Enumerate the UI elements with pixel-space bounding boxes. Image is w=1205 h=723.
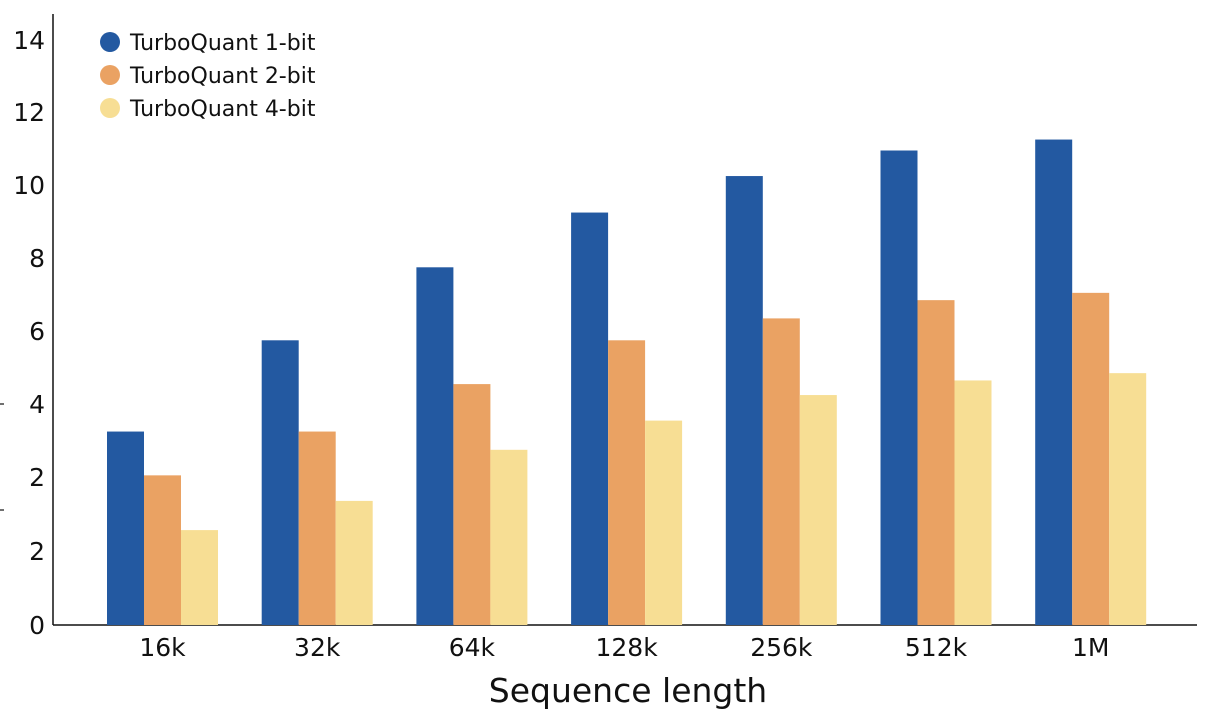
y-tick-label: 10 [13, 171, 45, 200]
legend-label: TurboQuant 4-bit [129, 97, 316, 122]
bar-16k-turboquant-2-bit [144, 475, 181, 625]
bar-64k-turboquant-2-bit [453, 384, 491, 625]
bar-512k-turboquant-1-bit [880, 150, 918, 625]
bar-1M-turboquant-1-bit [1035, 139, 1073, 626]
x-tick-label: 256k [750, 633, 813, 662]
bar-256k-turboquant-2-bit [762, 318, 800, 625]
x-axis-ticks: 16k 32k 64k 128k 256k 512k 1M [139, 633, 1109, 662]
y-tick-label: 6 [29, 317, 45, 346]
bar-32k-turboquant-4-bit [335, 500, 373, 625]
y-tick-label: 8 [29, 244, 45, 273]
x-tick-label: 32k [294, 633, 341, 662]
bar-512k-turboquant-4-bit [954, 380, 992, 625]
x-axis-title: Sequence length [489, 671, 767, 710]
bar-32k-turboquant-1-bit [261, 340, 299, 625]
bar-16k-turboquant-4-bit [181, 530, 218, 625]
y-tick-label: 2 [29, 537, 45, 566]
x-tick-label: 16k [139, 633, 186, 662]
y-tick-label: 4 [29, 390, 45, 419]
bar-64k-turboquant-4-bit [490, 449, 528, 625]
bar-256k-turboquant-4-bit [799, 395, 837, 625]
x-tick-label: 512k [905, 633, 968, 662]
legend: TurboQuant 1-bit TurboQuant 2-bit TurboQua… [100, 31, 316, 122]
legend-marker [100, 65, 120, 85]
y-tick-label: 2 [29, 463, 45, 492]
y-tick-label: 0 [29, 611, 45, 640]
bars-layer [107, 139, 1147, 626]
bar-256k-turboquant-1-bit [725, 176, 763, 626]
bar-128k-turboquant-1-bit [571, 212, 609, 626]
bar-32k-turboquant-2-bit [298, 431, 336, 625]
bar-16k-turboquant-1-bit [107, 431, 144, 625]
legend-marker [100, 98, 120, 118]
legend-label: TurboQuant 2-bit [129, 64, 316, 89]
x-tick-label: 1M [1072, 633, 1109, 662]
y-axis-ticks: 0 2 2 4 6 8 10 12 14 [0, 26, 45, 640]
bar-1M-turboquant-4-bit [1109, 373, 1147, 625]
legend-label: TurboQuant 1-bit [129, 31, 316, 56]
bar-128k-turboquant-4-bit [645, 420, 683, 625]
bar-1M-turboquant-2-bit [1072, 292, 1110, 625]
bar-64k-turboquant-1-bit [416, 267, 454, 625]
y-tick-label: 12 [13, 98, 45, 127]
legend-marker [100, 32, 120, 52]
y-tick-label: 14 [13, 26, 45, 55]
bar-128k-turboquant-2-bit [608, 340, 646, 625]
x-tick-label: 64k [449, 633, 496, 662]
x-tick-label: 128k [595, 633, 658, 662]
bar-512k-turboquant-2-bit [917, 300, 955, 625]
